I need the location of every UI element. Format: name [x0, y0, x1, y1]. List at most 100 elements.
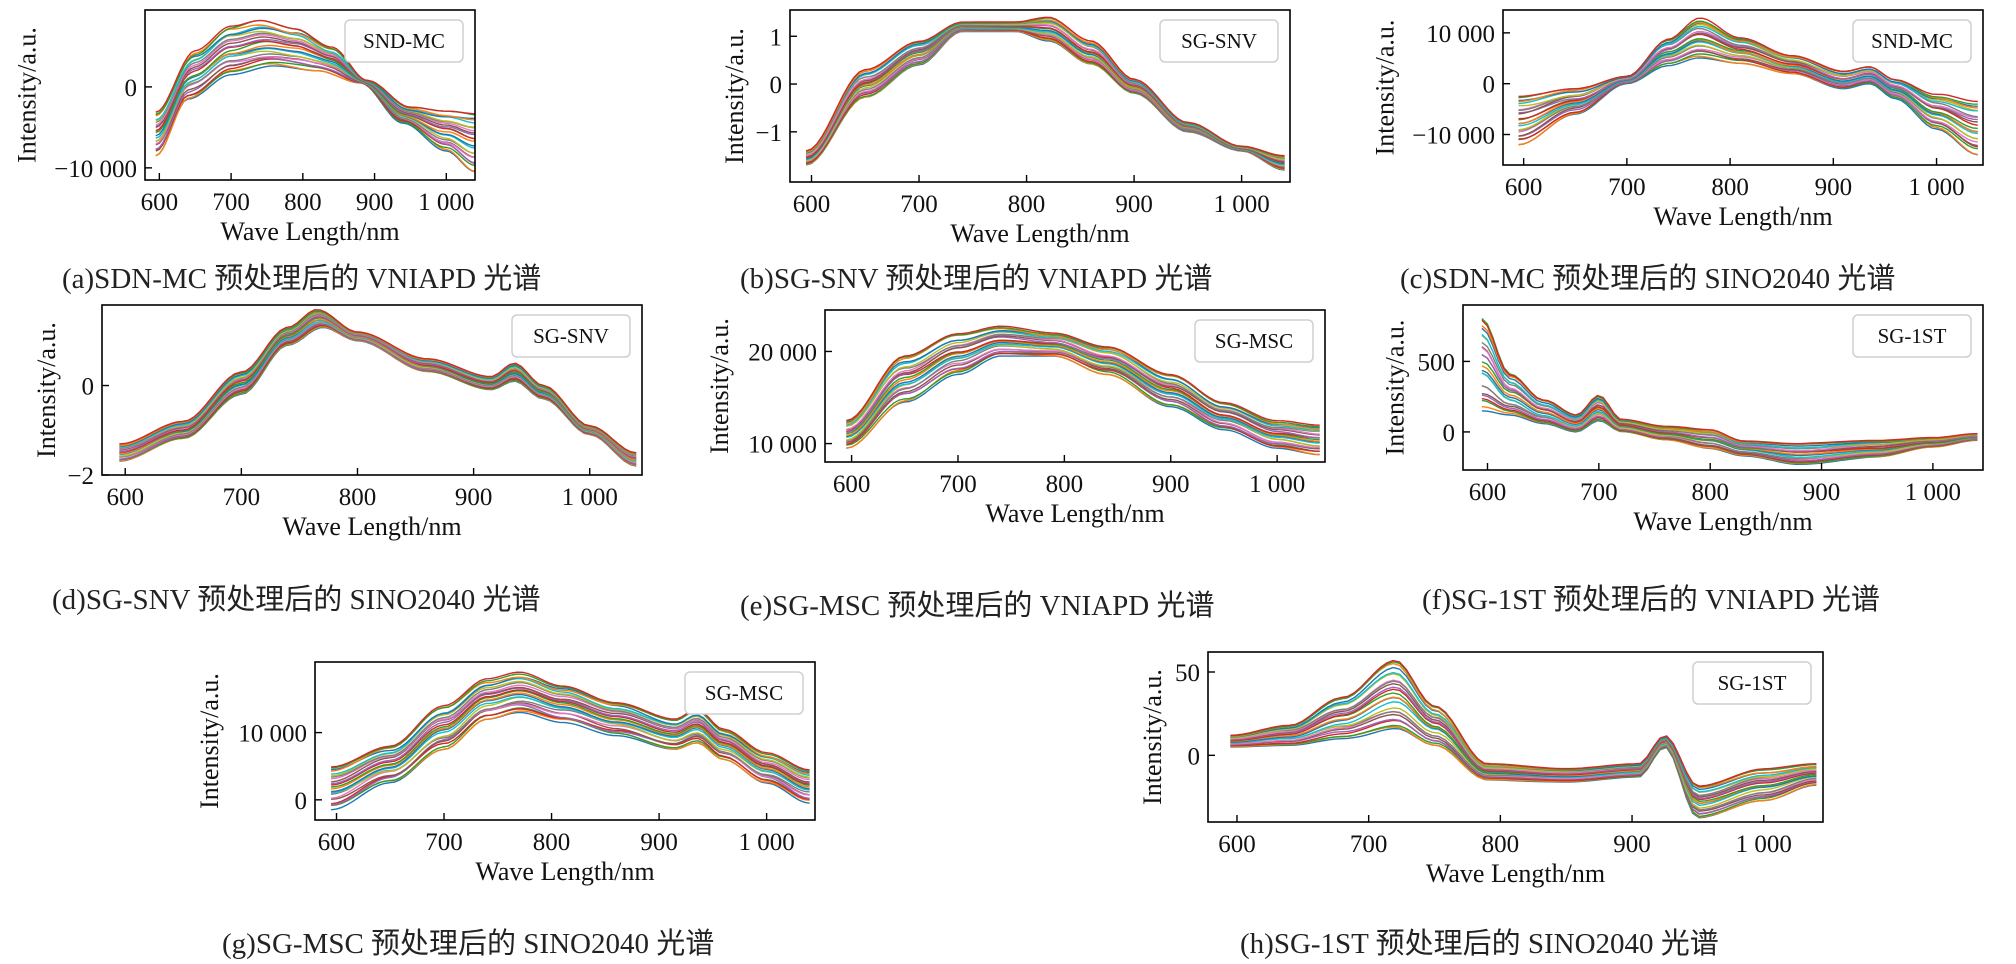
spectrum-line: [155, 19, 475, 115]
x-tick-label: 600: [1218, 831, 1256, 858]
x-tick-label: 800: [1482, 831, 1520, 858]
spectrum-line: [846, 330, 1320, 429]
x-tick-label: 700: [425, 829, 463, 856]
x-tick-label: 800: [1008, 191, 1046, 218]
spectrum-line: [155, 27, 475, 119]
x-tick-label: 800: [339, 484, 377, 511]
x-tick-label: 800: [1691, 479, 1729, 506]
x-tick-label: 600: [1505, 174, 1543, 201]
y-tick-label: −10 000: [54, 156, 137, 183]
caption-f: (f)SG-1ST 预处理后的 VNIAPD 光谱: [1422, 584, 1880, 616]
spectrum-line: [155, 26, 475, 124]
y-tick-label: 0: [1483, 72, 1496, 99]
x-tick-label: 600: [793, 191, 831, 218]
y-tick-label: 50: [1175, 660, 1200, 687]
y-axis-title: Intensity/a.u.: [195, 673, 224, 809]
caption-b: (b)SG-SNV 预处理后的 VNIAPD 光谱: [740, 263, 1213, 295]
caption-e: (e)SG-MSC 预处理后的 VNIAPD 光谱: [740, 590, 1215, 622]
legend-box: [1194, 319, 1314, 363]
x-tick-label: 600: [106, 484, 144, 511]
y-tick-label: −10 000: [1412, 123, 1495, 150]
y-tick-label: 500: [1418, 349, 1456, 376]
spectrum-line: [1230, 713, 1817, 812]
y-axis-title: Intensity/a.u.: [1371, 20, 1400, 156]
x-tick-label: 900: [356, 189, 394, 216]
x-tick-label: 900: [1152, 471, 1190, 498]
spectrum-line: [846, 327, 1320, 428]
y-axis-title: Intensity/a.u.: [13, 27, 42, 163]
series-group: [119, 309, 637, 467]
y-tick-label: 0: [295, 788, 308, 815]
chart-g: 600 700 800 900 1 000 10 000 0 Wave Length/nm In…: [195, 661, 816, 886]
x-tick-label: 600: [318, 829, 356, 856]
y-tick-label: 10 000: [748, 432, 817, 459]
x-axis-title: Wave Length/nm: [950, 219, 1129, 248]
chart-h: 600 700 800 900 1 000 50 0 Wave Length/nm Intens…: [1138, 651, 1824, 888]
spectrum-line: [331, 673, 810, 772]
x-axis-title: Wave Length/nm: [475, 857, 654, 886]
spectrum-line: [155, 61, 475, 167]
x-tick-label: 700: [1580, 479, 1618, 506]
y-axis-title: Intensity/a.u.: [32, 322, 61, 458]
legend-label: SG-1ST: [1878, 324, 1947, 348]
spectrum-line: [1518, 32, 1978, 121]
spectrum-line: [331, 696, 810, 794]
x-tick-label: 900: [1815, 174, 1853, 201]
x-tick-label: 900: [1803, 479, 1841, 506]
x-tick-label: 600: [1469, 479, 1507, 506]
x-tick-label: 1 000: [562, 484, 618, 511]
x-tick-label: 700: [900, 191, 938, 218]
caption-d: (d)SG-SNV 预处理后的 SINO2040 光谱: [52, 584, 541, 616]
y-axis-title: Intensity/a.u.: [1381, 320, 1410, 456]
y-tick-label: 1: [770, 24, 783, 51]
x-tick-label: 600: [141, 189, 179, 216]
x-tick-label: 700: [1608, 174, 1646, 201]
series-group: [805, 16, 1285, 171]
series-group: [330, 671, 810, 811]
y-tick-label: −2: [67, 463, 94, 490]
legend-box: [1852, 314, 1972, 358]
x-axis-title: Wave Length/nm: [1633, 507, 1812, 536]
spectrum-line: [846, 325, 1320, 426]
series-group: [1518, 17, 1978, 156]
x-tick-label: 700: [212, 189, 250, 216]
y-axis-title: Intensity/a.u.: [720, 28, 749, 164]
legend-box: [344, 19, 464, 63]
x-tick-label: 900: [455, 484, 493, 511]
legend-box: [1692, 661, 1812, 705]
spectrum-line: [155, 34, 475, 132]
chart-a: 600 700 800 900 1 000 0 −10 000 Wave Length/nm I…: [13, 9, 476, 246]
caption-h: (h)SG-1ST 预处理后的 SINO2040 光谱: [1240, 928, 1719, 960]
spectrum-line: [331, 689, 810, 786]
caption-c: (c)SDN-MC 预处理后的 SINO2040 光谱: [1400, 263, 1896, 295]
spectrum-line: [331, 692, 810, 790]
spectrum-line: [155, 36, 475, 134]
plot-frame: [789, 9, 1291, 183]
chart-panel-d: 600 700 800 900 1 000 0 −2 Wave Length/nm Intens…: [0, 0, 660, 560]
chart-panel-a: 600 700 800 900 1 000 0 −10 000 Wave Length/nm I…: [0, 0, 660, 246]
plot-frame: [101, 304, 643, 476]
y-axis-title: Intensity/a.u.: [1138, 669, 1167, 805]
y-tick-label: 10 000: [1426, 21, 1495, 48]
series-group: [1481, 318, 1978, 465]
series-group: [1230, 659, 1817, 819]
chart-b: 600 700 800 900 1 000 1 0 −1 Wave Length/nm Inten…: [720, 9, 1291, 248]
y-tick-label: 0: [1188, 743, 1201, 770]
chart-panel-c: 600 700 800 900 1 000 10 000 0 −10 000 Wave Leng…: [0, 0, 2016, 240]
x-tick-label: 900: [1613, 831, 1651, 858]
y-tick-label: −1: [755, 120, 782, 147]
plot-frame: [144, 9, 476, 181]
x-tick-label: 700: [939, 471, 977, 498]
x-tick-label: 800: [1711, 174, 1749, 201]
y-axis-title: Intensity/a.u.: [705, 318, 734, 454]
spectrum-line: [1230, 659, 1817, 787]
spectrum-line: [331, 684, 810, 781]
plot-frame: [1462, 304, 1984, 471]
chart-panel-h: 600 700 800 900 1 000 50 0 Wave Length/nm Intens…: [1138, 651, 1824, 888]
x-axis-title: Wave Length/nm: [985, 499, 1164, 528]
spectrum-line: [846, 343, 1320, 444]
y-tick-label: 20 000: [748, 339, 817, 366]
y-tick-label: 0: [770, 72, 783, 99]
chart-panel-b: 600 700 800 900 1 000 1 0 −1 Wave Length/nm Inten…: [0, 0, 1320, 248]
spectrum-line: [805, 16, 1285, 157]
